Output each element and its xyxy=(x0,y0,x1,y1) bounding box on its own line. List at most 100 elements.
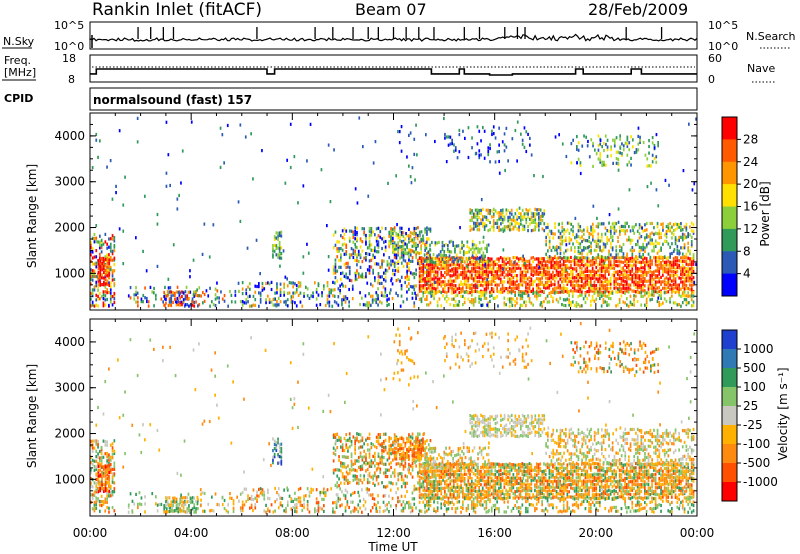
echo-cell xyxy=(454,294,457,298)
echo-cell xyxy=(352,248,355,252)
echo-cell xyxy=(510,277,513,281)
echo-cell xyxy=(220,290,222,294)
echo-cell xyxy=(361,445,364,449)
echo-cell xyxy=(632,138,634,142)
echo-cell xyxy=(512,289,515,293)
echo-cell xyxy=(420,266,423,270)
echo-cell xyxy=(195,293,197,297)
echo-cell xyxy=(689,252,691,256)
echo-cell xyxy=(626,282,628,286)
echo-cell xyxy=(102,290,105,294)
echo-cell xyxy=(91,303,94,307)
echo-cell xyxy=(144,510,146,514)
echo-cell xyxy=(90,282,92,286)
echo-cell xyxy=(238,289,240,293)
echo-cell xyxy=(599,152,602,156)
echo-cell xyxy=(597,242,600,246)
echo-cell xyxy=(606,280,608,284)
echo-cell xyxy=(521,228,524,232)
echo-cell xyxy=(507,260,509,265)
echo-cell xyxy=(297,285,300,289)
echo-cell xyxy=(579,161,582,165)
echo-cell xyxy=(370,230,373,234)
echo-cell xyxy=(525,273,527,277)
echo-cell xyxy=(402,244,405,248)
echo-cell xyxy=(557,235,560,240)
echo-cell xyxy=(543,229,546,233)
echo-cell xyxy=(245,499,248,504)
echo-cell xyxy=(642,273,644,277)
echo-cell xyxy=(541,270,543,274)
echo-cell xyxy=(413,301,416,305)
echo-cell xyxy=(524,262,526,266)
echo-cell xyxy=(93,503,96,507)
echo-cell xyxy=(372,477,374,481)
echo-cell xyxy=(510,267,513,271)
echo-cell xyxy=(687,241,689,245)
echo-cell xyxy=(683,266,686,270)
echo-cell xyxy=(435,270,437,274)
colorbar-tick-label: 28 xyxy=(743,132,758,146)
echo-cell xyxy=(636,284,639,288)
echo-cell xyxy=(624,279,626,283)
echo-cell xyxy=(536,224,538,228)
echo-cell xyxy=(363,227,365,231)
echo-cell xyxy=(91,493,94,497)
echo-cell xyxy=(459,257,462,261)
echo-cell xyxy=(99,449,101,454)
echo-cell xyxy=(472,301,475,305)
echo-cell xyxy=(584,269,587,273)
echo-cell xyxy=(581,263,583,267)
echo-cell xyxy=(508,290,511,294)
echo-cell xyxy=(377,466,380,470)
echo-cell xyxy=(647,241,650,245)
echo-cell xyxy=(678,276,680,280)
echo-cell xyxy=(552,263,554,267)
echo-cell xyxy=(97,439,99,444)
echo-cell xyxy=(503,296,506,300)
echo-cell xyxy=(683,269,686,274)
echo-cell xyxy=(365,458,367,462)
echo-cell xyxy=(543,270,545,274)
echo-cell xyxy=(683,287,686,291)
echo-cell xyxy=(532,260,534,264)
echo-cell xyxy=(481,270,484,274)
echo-cell xyxy=(628,188,631,192)
echo-cell xyxy=(294,503,296,507)
echo-cell xyxy=(402,247,405,251)
echo-cell xyxy=(424,227,426,231)
echo-cell xyxy=(370,227,373,231)
y-tick-label: 1000 xyxy=(54,266,85,280)
echo-cell xyxy=(368,246,371,250)
echo-cell xyxy=(651,141,654,145)
echo-cell xyxy=(455,260,458,264)
echo-cell xyxy=(591,287,594,291)
echo-cell xyxy=(556,251,559,256)
echo-cell xyxy=(658,229,661,233)
echo-cell xyxy=(397,253,400,257)
echo-cell xyxy=(552,236,555,240)
echo-cell xyxy=(584,256,587,260)
echo-cell xyxy=(507,287,509,291)
echo-cell xyxy=(548,235,551,240)
echo-cell xyxy=(626,257,628,261)
echo-cell xyxy=(544,280,547,285)
echo-cell xyxy=(390,259,392,263)
echo-cell xyxy=(189,500,192,505)
echo-cell xyxy=(617,264,619,268)
echo-cell xyxy=(429,266,432,270)
echo-cell xyxy=(431,266,434,270)
echo-cell xyxy=(186,510,189,514)
echo-cell xyxy=(579,246,582,250)
echo-cell xyxy=(519,273,522,277)
echo-cell xyxy=(189,275,191,279)
echo-cell xyxy=(425,133,427,137)
echo-cell xyxy=(388,303,390,307)
echo-cell xyxy=(200,294,202,298)
echo-cell xyxy=(487,286,489,290)
echo-cell xyxy=(502,229,505,233)
echo-cell xyxy=(610,154,612,158)
echo-cell xyxy=(315,297,318,301)
echo-cell xyxy=(501,287,504,291)
echo-cell xyxy=(501,290,504,294)
